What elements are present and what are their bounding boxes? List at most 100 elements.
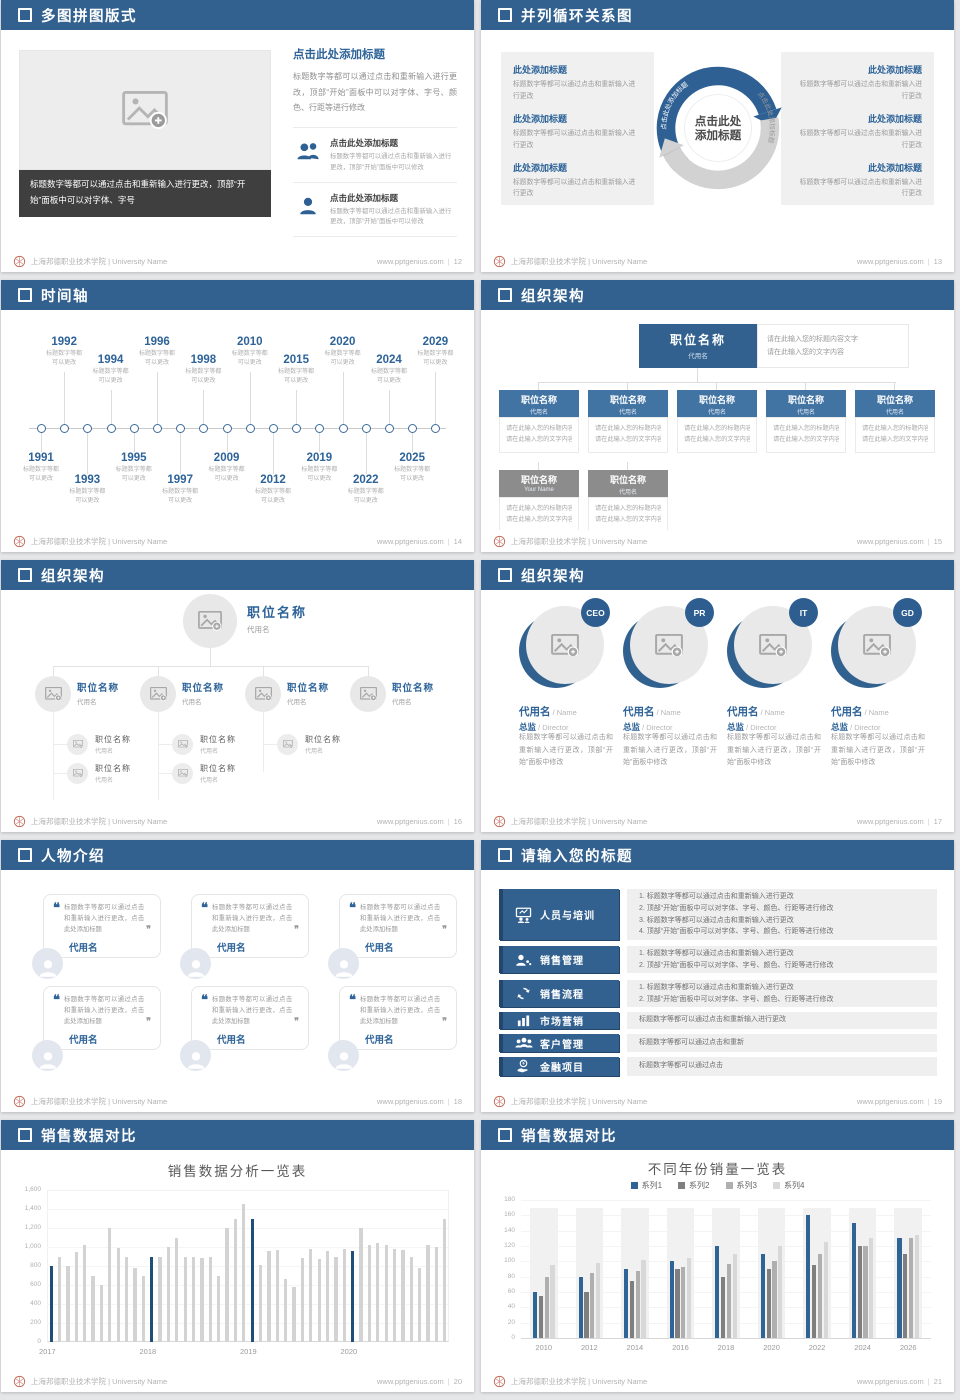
bar[interactable]: [116, 1247, 120, 1342]
avatar[interactable]: [172, 763, 193, 784]
bar[interactable]: [83, 1245, 87, 1342]
bar[interactable]: [409, 1256, 413, 1342]
timeline-entry[interactable]: 1996 标题数字等都 可以更改: [127, 336, 187, 368]
slide-18[interactable]: 人物介绍 ❝ 标题数字等都可以通过点击和重新输入进行更改，点击此处添加标题 ❞ 代用名…: [1, 840, 474, 1112]
bar[interactable]: [851, 1223, 857, 1338]
bar[interactable]: [124, 1256, 129, 1342]
bar[interactable]: [233, 1218, 238, 1342]
bar[interactable]: [418, 1267, 422, 1342]
bar[interactable]: [384, 1245, 388, 1342]
bar[interactable]: [108, 1228, 112, 1342]
bar[interactable]: [584, 1292, 589, 1338]
timeline-node[interactable]: [269, 424, 278, 433]
bar[interactable]: [351, 1250, 355, 1342]
bar[interactable]: [158, 1256, 162, 1342]
bar[interactable]: [635, 1270, 640, 1338]
quote-card[interactable]: ❝ 标题数字等都可以通过点击和重新输入进行更改，点击此处添加标题 ❞ 代用名: [43, 894, 161, 958]
bar[interactable]: [863, 1246, 868, 1338]
bar[interactable]: [766, 1269, 771, 1338]
timeline-entry[interactable]: 2024 标题数字等都 可以更改: [359, 354, 419, 386]
cycle-item[interactable]: 此处添加标题 标题数字等都可以通过点击和重新输入进行更改: [513, 63, 642, 103]
timeline-entry[interactable]: 2012 标题数字等都 可以更改: [243, 474, 303, 506]
timeline-entry[interactable]: 2025 标题数字等都 可以更改: [382, 452, 442, 484]
bar[interactable]: [133, 1267, 137, 1342]
bar[interactable]: [258, 1265, 263, 1342]
timeline-node[interactable]: [385, 424, 394, 433]
bar[interactable]: [760, 1253, 765, 1338]
bar[interactable]: [538, 1295, 543, 1338]
avatar[interactable]: [172, 734, 193, 755]
bar[interactable]: [191, 1256, 196, 1342]
bar[interactable]: [325, 1250, 330, 1342]
timeline-node[interactable]: [60, 424, 70, 433]
avatar[interactable]: [183, 594, 237, 648]
timeline-node[interactable]: [153, 424, 162, 433]
timeline-node[interactable]: [431, 424, 441, 433]
timeline-entry[interactable]: 2010 标题数字等都 可以更改: [220, 336, 280, 368]
bar[interactable]: [141, 1275, 145, 1342]
avatar[interactable]: [245, 676, 281, 712]
bar[interactable]: [669, 1261, 674, 1338]
bar[interactable]: [550, 1265, 555, 1338]
org-box-header[interactable]: 职位名称 Your Name: [499, 470, 579, 497]
timeline-entry[interactable]: 2009 标题数字等都 可以更改: [197, 452, 257, 484]
bar[interactable]: [426, 1245, 430, 1342]
bar[interactable]: [225, 1228, 229, 1342]
timeline-node[interactable]: [408, 424, 418, 433]
bar[interactable]: [376, 1243, 380, 1342]
bar[interactable]: [624, 1269, 629, 1338]
bar[interactable]: [715, 1246, 720, 1338]
bar[interactable]: [208, 1256, 212, 1342]
bar[interactable]: [74, 1251, 78, 1342]
slide-14[interactable]: 时间轴 1991 标题数字等都 可以更改 1992 标题数字等都 可以更改 1993 标题数字…: [1, 280, 474, 552]
timeline-entry[interactable]: 2015 标题数字等都 可以更改: [266, 354, 326, 386]
org-box-header[interactable]: 职位名称 代用名: [766, 390, 846, 417]
bar[interactable]: [342, 1248, 346, 1342]
bar[interactable]: [284, 1279, 288, 1342]
cycle-item[interactable]: 此处添加标题 标题数字等都可以通过点击和重新输入进行更改: [513, 161, 642, 201]
bar[interactable]: [914, 1234, 919, 1338]
bar[interactable]: [726, 1263, 731, 1338]
bar[interactable]: [817, 1253, 823, 1338]
category-button[interactable]: 人员与培训: [499, 889, 619, 940]
bar[interactable]: [66, 1266, 70, 1342]
timeline-node[interactable]: [83, 424, 93, 433]
bar[interactable]: [629, 1280, 635, 1338]
cycle-item[interactable]: 此处添加标题 标题数字等都可以通过点击和重新输入进行更改: [793, 112, 922, 152]
bar[interactable]: [183, 1256, 187, 1342]
bar[interactable]: [857, 1246, 862, 1338]
bar[interactable]: [401, 1249, 405, 1342]
timeline-entry[interactable]: 2022 标题数字等都 可以更改: [336, 474, 396, 506]
timeline-entry[interactable]: 2019 标题数字等都 可以更改: [289, 452, 349, 484]
timeline-node[interactable]: [199, 424, 209, 433]
bar[interactable]: [869, 1238, 874, 1338]
bar[interactable]: [675, 1269, 680, 1338]
timeline-entry[interactable]: 2029 标题数字等都 可以更改: [405, 336, 465, 368]
category-button[interactable]: 市场营销: [499, 1012, 619, 1029]
bar[interactable]: [823, 1242, 828, 1338]
timeline-entry[interactable]: 1991 标题数字等都 可以更改: [11, 452, 71, 484]
org-box-header[interactable]: 职位名称 代用名: [855, 390, 935, 417]
timeline-node[interactable]: [37, 424, 46, 433]
legend-item[interactable]: 系列1: [630, 1180, 662, 1191]
bar[interactable]: [772, 1261, 777, 1338]
slide-13[interactable]: 并列循环关系图 此处添加标题 标题数字等都可以通过点击和重新输入进行更改 此处添加标…: [481, 0, 954, 272]
timeline-node[interactable]: [222, 424, 232, 433]
bar[interactable]: [687, 1257, 692, 1338]
timeline-entry[interactable]: 1997 标题数字等都 可以更改: [150, 474, 210, 506]
cycle-item[interactable]: 此处添加标题 标题数字等都可以通过点击和重新输入进行更改: [793, 63, 922, 103]
slide-19[interactable]: 请输入您的标题 人员与培训 1. 标题数字等都可以通过点击和重新输入进行更改 2. …: [481, 840, 954, 1112]
avatar[interactable]: [734, 606, 812, 684]
cycle-item[interactable]: 此处添加标题 标题数字等都可以通过点击和重新输入进行更改: [513, 112, 642, 152]
legend-item[interactable]: 系列4: [772, 1180, 804, 1191]
timeline-node[interactable]: [361, 424, 371, 433]
bar[interactable]: [812, 1265, 817, 1338]
legend-item[interactable]: 系列3: [725, 1180, 757, 1191]
timeline-entry[interactable]: 1992 标题数字等都 可以更改: [34, 336, 94, 368]
bar[interactable]: [443, 1218, 447, 1342]
timeline-node[interactable]: [129, 424, 139, 433]
timeline-node[interactable]: [315, 424, 325, 433]
timeline-node[interactable]: [106, 424, 116, 433]
bar[interactable]: [275, 1249, 279, 1342]
timeline-node[interactable]: [176, 424, 186, 433]
